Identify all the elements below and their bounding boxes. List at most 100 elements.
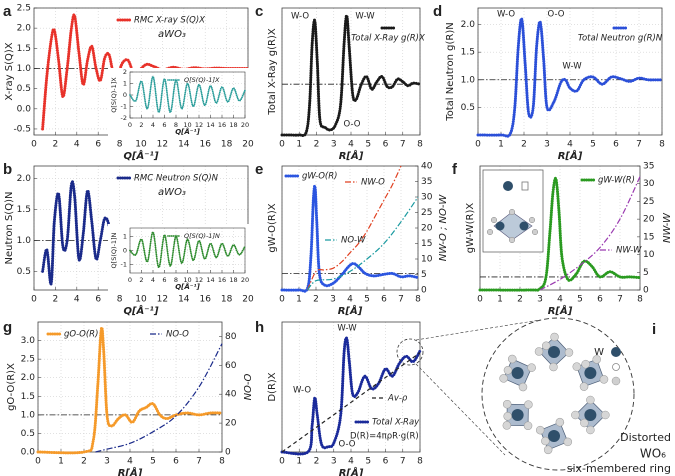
y2-tick-label: 15: [643, 232, 654, 242]
o-atom: [601, 410, 610, 420]
x-tick-label: 20: [242, 140, 254, 150]
o-atom: [564, 348, 574, 357]
y-axis-label: D(R)X: [267, 372, 278, 401]
w-atom: [511, 409, 524, 421]
x-tick-label: 6: [162, 276, 166, 284]
legend-label: NO-O: [166, 330, 189, 340]
panel-letter: i: [652, 321, 656, 338]
data-line: [95, 343, 223, 453]
x-tick-label: 4: [348, 457, 354, 467]
o-atom: [503, 411, 512, 421]
x-tick-label: 8: [415, 295, 421, 305]
y2-tick-label: 20: [421, 224, 433, 234]
x-tick-label: 6: [95, 295, 101, 305]
x-tick-label: 3: [537, 295, 543, 305]
w-atom-key: [611, 347, 621, 357]
y2-tick-label: 25: [643, 197, 654, 207]
y-tick-label: 2.0: [461, 20, 476, 30]
o-atom: [518, 382, 528, 392]
y-axis-label: gW-O(R)X: [267, 203, 278, 252]
x-tick-label: 8: [637, 295, 643, 305]
y-tick-label: 0.5: [17, 267, 31, 277]
annotation: W-O: [293, 386, 311, 396]
w-atom: [511, 367, 524, 379]
x-tick-label: 14: [206, 276, 214, 284]
x-tick-label: 1: [296, 457, 302, 467]
x-tick-label: 4: [567, 140, 573, 150]
x-tick-label: 12: [157, 295, 168, 305]
x-tick-label: 8: [117, 140, 123, 150]
x-tick-label: 8: [659, 140, 665, 150]
x-tick-label: 3: [331, 140, 337, 150]
y2-tick-label: 25: [421, 208, 432, 218]
annotation: W-W: [337, 324, 357, 334]
x-tick-label: 0: [279, 140, 285, 150]
x-axis-label: R[Å]: [558, 149, 583, 162]
data-line: [539, 176, 641, 291]
x-axis-label: R[Å]: [548, 304, 573, 317]
x-tick-label: 5: [590, 140, 596, 150]
x-tick-label: 2: [53, 295, 59, 305]
y-tick-label: 1.0: [17, 64, 32, 74]
zoom-line: [415, 363, 506, 456]
y-tick-label: 2: [123, 68, 127, 76]
o-atom: [528, 216, 536, 224]
x-tick-label: 7: [617, 295, 623, 305]
o-atom: [579, 382, 589, 391]
o-atom: [502, 399, 512, 409]
y2-tick-label: 10: [421, 255, 433, 265]
legend-label: gW-O(R): [302, 172, 337, 182]
y-tick-label: 1.5: [17, 205, 31, 215]
x-tick-label: 6: [162, 121, 166, 129]
x-axis-label: Q[Å⁻¹]: [123, 304, 158, 317]
o-atom: [549, 362, 558, 372]
x-tick-label: 16: [199, 295, 211, 305]
y2-tick-label: 60: [225, 361, 237, 371]
y-tick-label: 1.0: [17, 236, 32, 246]
x-tick-label: 3: [331, 457, 337, 467]
annotation: O-O: [339, 440, 356, 450]
y-axis-label: Q[S(Q)-1]N: [110, 232, 118, 268]
y-tick-label: 2.5: [17, 4, 31, 14]
y2-axis-label: NW-W: [662, 212, 673, 243]
x-tick-label: 1: [497, 295, 503, 305]
x-tick-label: 16: [218, 276, 226, 284]
legend-label: W: [594, 347, 604, 358]
o-atom: [541, 341, 551, 350]
x-tick-label: 0: [35, 457, 41, 467]
x-tick-label: 5: [150, 457, 156, 467]
legend-label: RMC Neutron S(Q)N: [134, 174, 219, 184]
x-tick-label: 8: [219, 457, 225, 467]
x-tick-label: 1: [296, 295, 302, 305]
x-tick-label: 4: [151, 276, 155, 284]
x-tick-label: 2: [521, 140, 527, 150]
o-atom: [580, 418, 589, 428]
o-atom-key: [611, 376, 621, 386]
caption-line: six-membered ring: [567, 462, 671, 475]
x-tick-label: 4: [347, 295, 353, 305]
y2-tick-label: 80: [225, 332, 237, 342]
legend-label: Av-ρ: [387, 394, 408, 404]
x-tick-label: 12: [195, 121, 203, 129]
x-tick-label: 2: [314, 140, 320, 150]
y-tick-label: -0.5: [13, 124, 31, 134]
y2-tick-label: 35: [421, 177, 432, 187]
data-line: [129, 75, 246, 114]
x-tick-label: 8: [417, 457, 423, 467]
x-tick-label: 3: [330, 295, 336, 305]
y2-tick-label: 30: [421, 193, 433, 203]
annotation: D(R)=4πρR·g(R): [350, 432, 419, 442]
x-tick-label: 18: [229, 276, 237, 284]
y2-tick-label: 0: [643, 286, 649, 296]
chart-panel: 0 1 2 3 4 5 6 7 8 R[Å] Total X-Ray g(R)X Total X-Ra…: [255, 3, 425, 162]
x-tick-label: 14: [178, 140, 190, 150]
caption-line: WO₆: [640, 447, 666, 461]
legend-label: NW-W: [616, 246, 642, 256]
data-line: [307, 196, 419, 291]
legend-label: Total X-Ray g(R)X: [351, 34, 425, 44]
o-atom: [543, 445, 553, 455]
x-axis-label: Q[Å⁻¹]: [175, 127, 200, 136]
